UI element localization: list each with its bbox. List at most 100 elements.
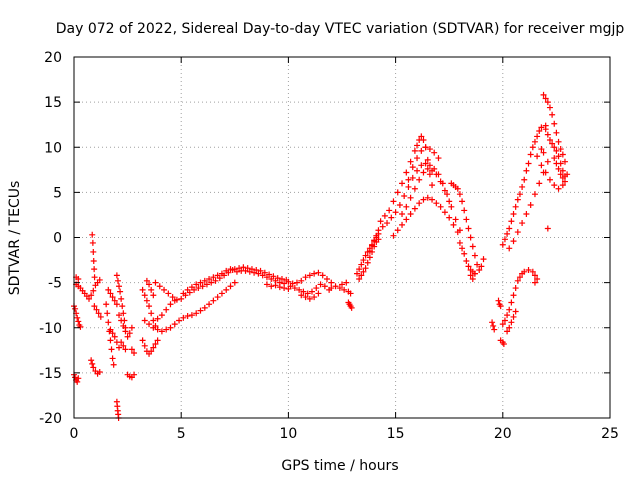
data-point: [91, 266, 98, 273]
data-point: [176, 317, 183, 324]
x-tick-label: 0: [70, 426, 79, 442]
data-point: [411, 147, 418, 154]
data-point: [456, 239, 463, 246]
data-points: [71, 91, 571, 421]
data-point: [97, 313, 104, 320]
data-point: [549, 111, 556, 118]
data-point: [90, 257, 97, 264]
data-point: [139, 337, 146, 344]
x-tick-label: 10: [279, 426, 297, 442]
y-tick-label: -20: [39, 411, 62, 427]
data-point: [414, 167, 421, 174]
data-point: [358, 272, 365, 279]
data-point: [163, 326, 170, 333]
data-point: [356, 266, 363, 273]
data-point: [542, 95, 549, 102]
data-point: [390, 198, 397, 205]
data-point: [469, 243, 476, 250]
data-point: [435, 155, 442, 162]
data-point: [501, 317, 508, 324]
data-point: [339, 281, 345, 288]
chart-title: Day 072 of 2022, Sidereal Day-to-day VTE…: [56, 21, 625, 37]
data-point: [424, 156, 431, 163]
data-point: [90, 248, 97, 255]
data-point: [195, 285, 202, 292]
data-point: [128, 346, 135, 353]
data-point: [302, 294, 309, 301]
data-point: [500, 340, 507, 347]
data-point: [109, 355, 116, 362]
y-tick-label: 0: [53, 231, 62, 247]
data-point: [180, 290, 187, 297]
data-point: [139, 286, 146, 293]
data-point: [114, 277, 121, 284]
data-point: [561, 158, 568, 165]
data-point: [510, 238, 517, 245]
data-point: [519, 183, 526, 190]
data-point: [143, 297, 150, 304]
data-point: [313, 285, 320, 292]
data-point: [504, 328, 511, 335]
data-point: [287, 283, 294, 290]
data-point: [514, 277, 521, 284]
data-point: [298, 277, 305, 284]
data-point: [141, 342, 148, 349]
data-point: [508, 218, 515, 225]
data-point: [478, 263, 485, 270]
data-point: [308, 288, 315, 295]
data-point: [218, 270, 225, 277]
y-tick-label: -5: [48, 276, 62, 292]
data-point: [551, 144, 558, 151]
data-point: [403, 216, 410, 223]
data-point: [531, 191, 538, 198]
data-point: [197, 279, 204, 286]
data-point: [521, 176, 528, 183]
data-point: [146, 281, 153, 288]
data-point: [525, 266, 532, 273]
data-point: [544, 131, 551, 138]
data-point: [105, 319, 112, 326]
data-point: [414, 155, 421, 162]
data-point: [118, 317, 125, 324]
data-point: [450, 221, 457, 228]
data-point: [304, 290, 311, 297]
data-point: [188, 312, 195, 319]
data-point: [366, 248, 373, 255]
data-point: [347, 290, 354, 297]
grid-lines: [74, 57, 610, 418]
data-point: [401, 192, 408, 199]
data-point: [223, 267, 230, 274]
data-point: [178, 295, 185, 302]
data-point: [465, 225, 472, 232]
data-point: [124, 333, 131, 340]
data-point: [373, 232, 380, 239]
data-point: [152, 279, 159, 286]
data-point: [332, 283, 339, 290]
data-point: [426, 171, 433, 178]
data-point: [553, 147, 560, 154]
data-point: [300, 288, 307, 295]
data-point: [531, 279, 538, 286]
data-point: [390, 232, 397, 239]
data-point: [91, 274, 98, 281]
data-point: [107, 337, 114, 344]
data-point: [549, 140, 556, 147]
data-point: [111, 297, 118, 304]
data-point: [89, 360, 96, 367]
data-point: [117, 288, 124, 295]
data-point: [531, 138, 538, 145]
data-point: [281, 285, 288, 292]
data-point: [510, 292, 517, 299]
data-point: [113, 272, 120, 279]
data-point: [328, 285, 335, 292]
data-point: [399, 221, 406, 228]
data-point: [141, 292, 148, 299]
data-point: [118, 339, 125, 346]
data-point: [369, 242, 376, 249]
data-point: [348, 304, 355, 311]
data-point: [255, 270, 262, 277]
data-point: [529, 144, 536, 151]
data-point: [315, 269, 322, 276]
data-point: [514, 229, 521, 236]
data-point: [403, 169, 410, 176]
